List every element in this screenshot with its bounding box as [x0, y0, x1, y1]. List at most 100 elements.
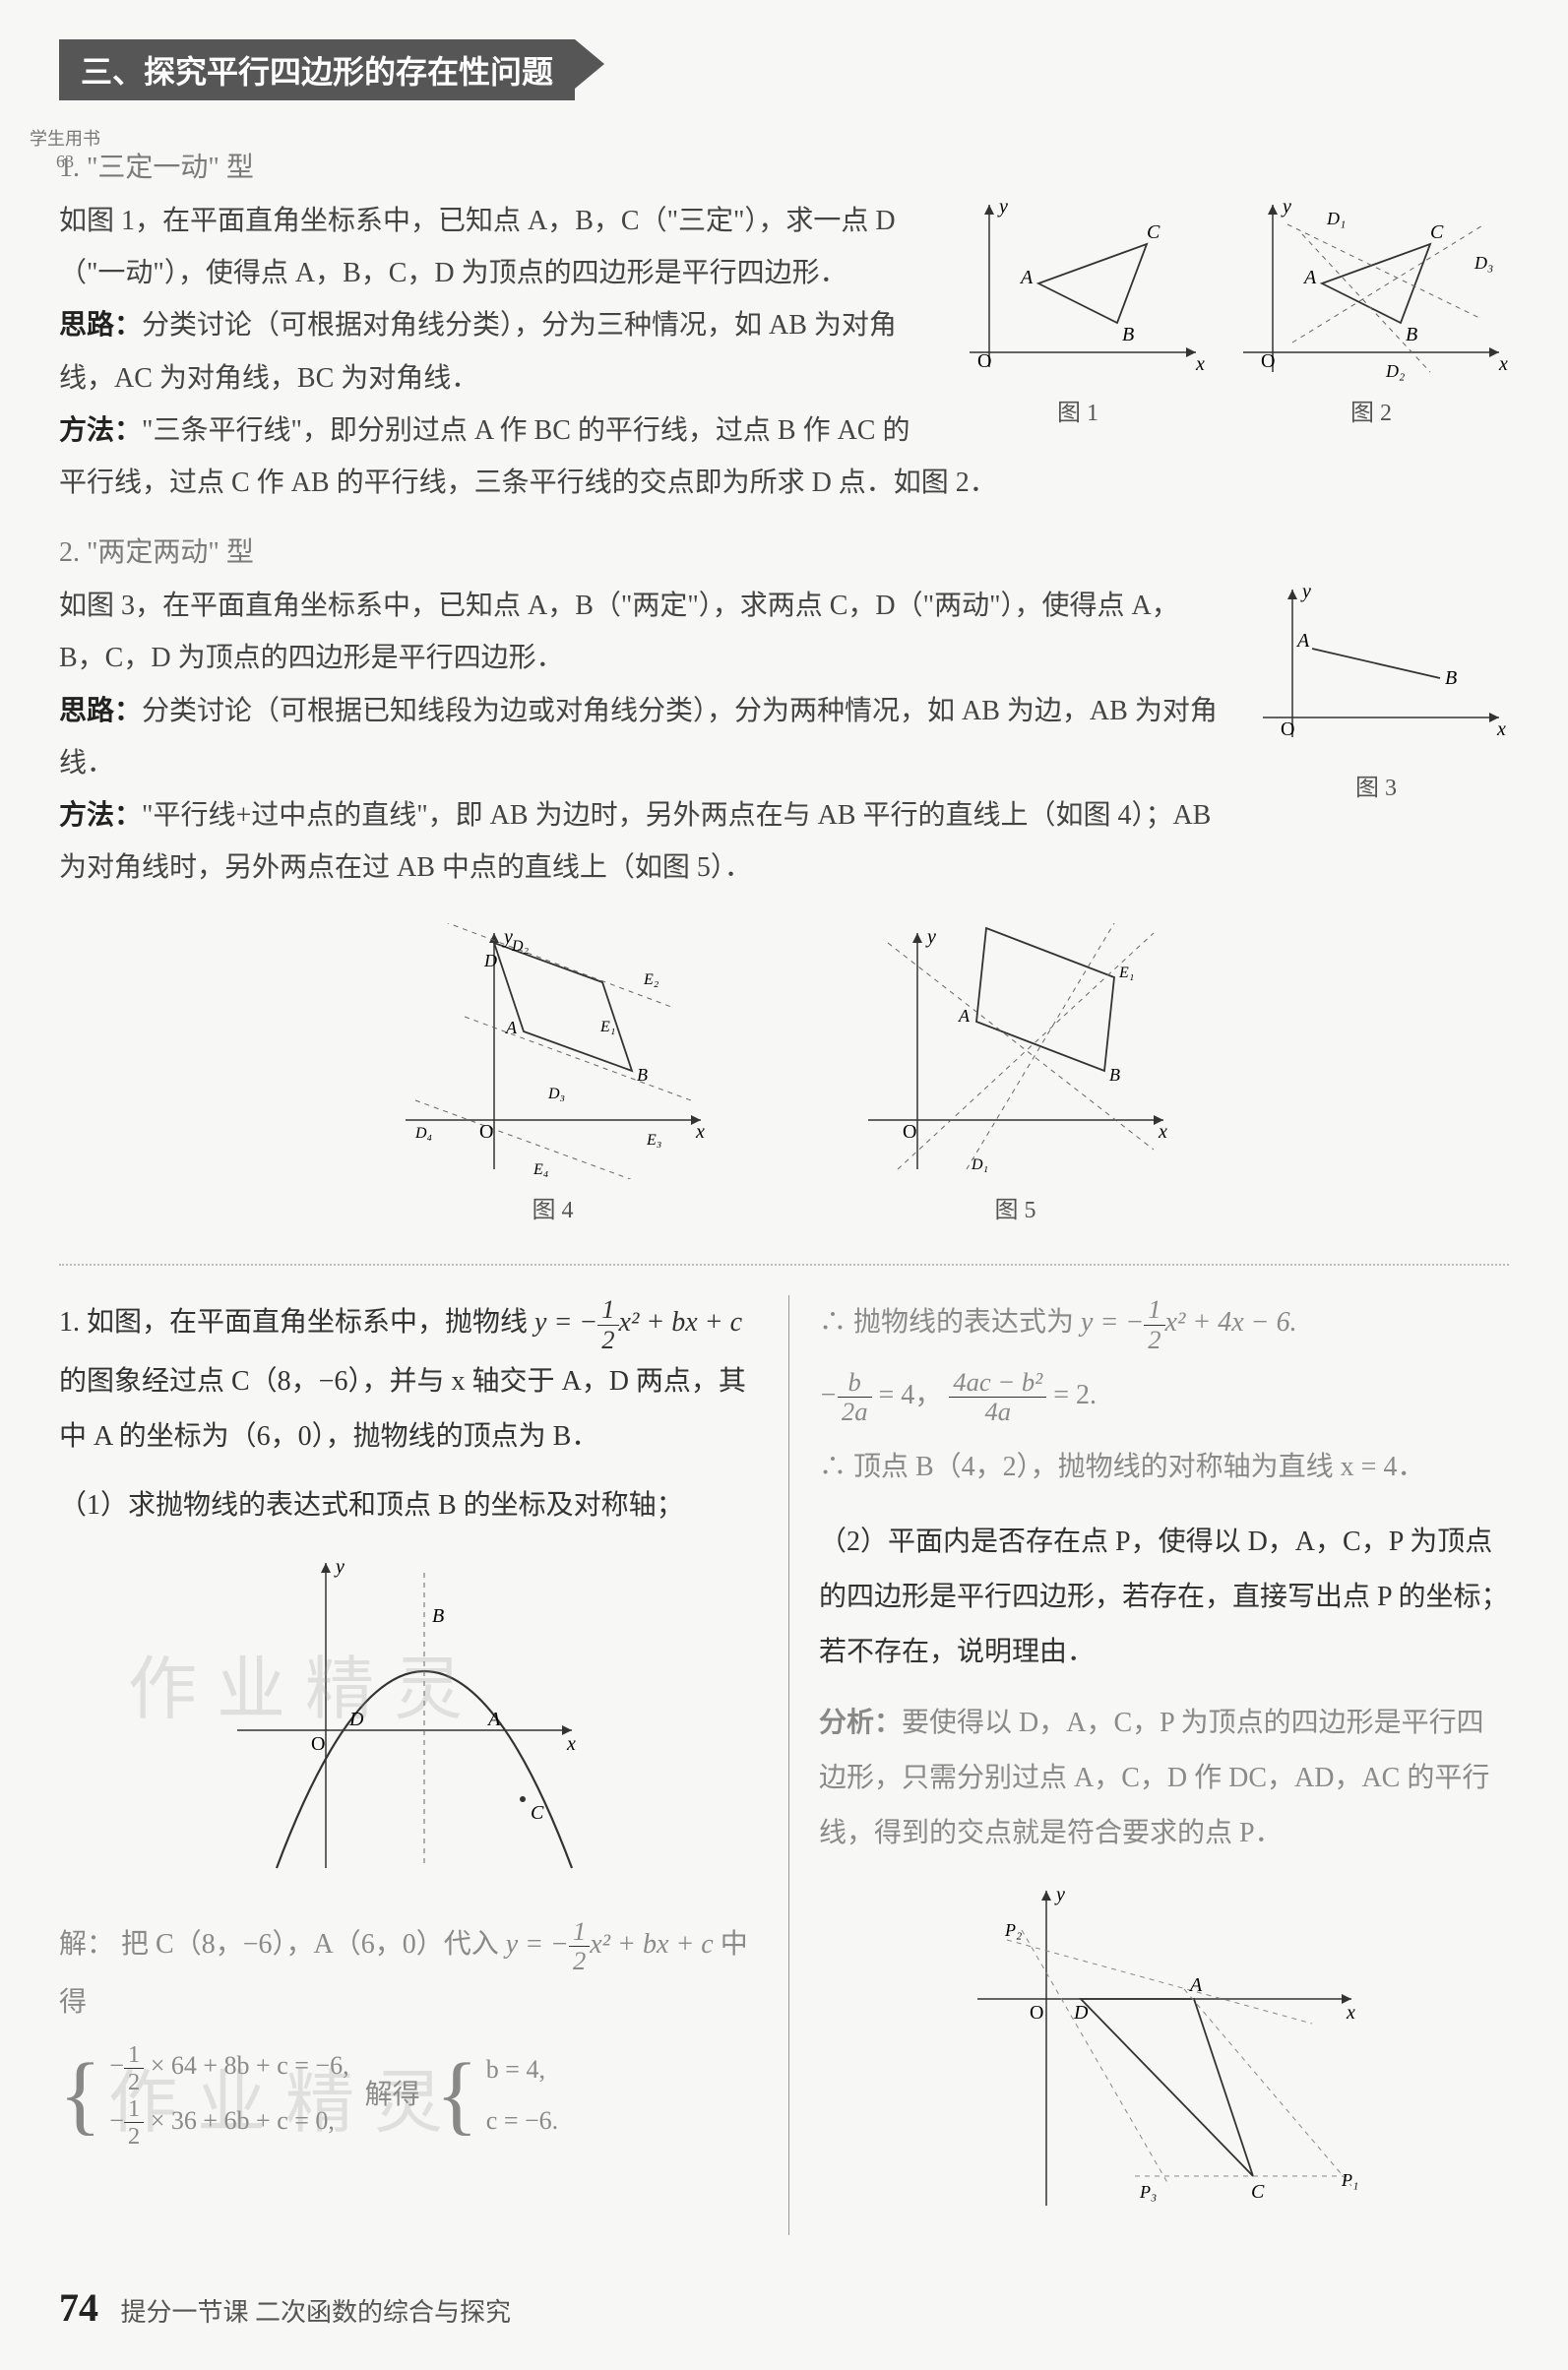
label-D2t: D₂: [511, 938, 530, 955]
margin-note: 学生用书 63: [30, 128, 100, 174]
label-O3: O: [1281, 718, 1294, 740]
label-E2: E₂: [643, 971, 659, 988]
footer-text: 提分一节课 二次函数的综合与探究: [121, 2298, 512, 2327]
label-D3: D₃: [1474, 253, 1493, 273]
vertex-y-formula: 4ac − b²4a: [949, 1380, 1046, 1410]
margin-note-line2: 63: [30, 151, 100, 173]
problem1-q2: （2）平面内是否存在点 P，使得以 D，A，C，P 为顶点的四边形是平行四边形，…: [819, 1515, 1509, 1680]
silu-label-2: 思路：: [59, 696, 142, 726]
margin-note-line1: 学生用书: [30, 128, 100, 151]
label-C: C: [1147, 221, 1160, 243]
right-line3: ∴ 顶点 B（4，2），抛物线的对称轴为直线 x = 4．: [819, 1440, 1509, 1495]
label-x5: x: [1158, 1121, 1167, 1143]
formula-y-eq: y = −12x² + bx + c: [534, 1307, 742, 1338]
label-O: O: [977, 350, 991, 372]
subsection-2: 2. "两定两动" 型 O x y A B 图 3 如图 3，在平面直角坐标系中…: [59, 530, 1509, 1224]
fig5-caption: 图 5: [858, 1190, 1173, 1224]
problem1-stem: 1. 如图，在平面直角坐标系中，抛物线 y = −12x² + bx + c 的…: [59, 1295, 749, 1465]
label-D1b: D₁: [971, 1156, 988, 1173]
label-D1: D₁: [1326, 209, 1346, 228]
label-Dp: D: [348, 1709, 364, 1730]
fangfa-text: "三条平行线"，即分别过点 A 作 BC 的平行线，过点 B 作 AC 的平行线…: [59, 415, 997, 498]
result-formula: y = −12x² + 4x − 6.: [1081, 1307, 1297, 1338]
sub2-fangfa: 方法："平行线+过中点的直线"，即 AB 为边时，另外两点在与 AB 平行的直线…: [59, 789, 1509, 894]
parabola-figure: 作业精灵 O x y B D A C: [59, 1553, 749, 1898]
fangfa-label-2: 方法：: [59, 800, 142, 831]
label-D3t: D₃: [547, 1086, 565, 1102]
label-P2: P₂: [1004, 1920, 1022, 1940]
label-B5: B: [1109, 1065, 1120, 1085]
label-x: x: [1195, 353, 1205, 375]
label-B2: B: [1406, 324, 1417, 345]
brace1-line2: −12 × 36 + 6b + c = 0,: [109, 2095, 348, 2151]
label-O5: O: [903, 1121, 916, 1143]
label-A5: A: [958, 1006, 971, 1026]
label-E1b: E₁: [1118, 965, 1134, 981]
silu-text-2: 分类讨论（可根据已知线段为边或对角线分类），分为两种情况，如 AB 为边，AB …: [59, 696, 1218, 779]
label-D2: D₂: [1385, 361, 1405, 381]
silu-text: 分类讨论（可根据对角线分类），分为三种情况，如 AB 为对角线，AC 为对角线，…: [59, 310, 897, 393]
label-O4: O: [479, 1121, 493, 1143]
brace2-line1: b = 4,: [486, 2044, 558, 2095]
label-D4t: D: [483, 951, 497, 970]
figure-3: O x y A B 图 3: [1243, 580, 1509, 802]
brace2-line2: c = −6.: [486, 2095, 558, 2147]
sol-line1-prefix: 把 C（8，−6），A（6，0）代入: [121, 1929, 506, 1960]
label-Ap: A: [486, 1709, 501, 1730]
label-xp: x: [566, 1733, 576, 1755]
label-B: B: [1122, 324, 1134, 345]
stem-mid: 的图象经过点 C（8，−6），并与 x 轴交于 A，D 两点，其中 A 的坐标为…: [59, 1366, 746, 1452]
label-C2: C: [1430, 221, 1444, 243]
left-column: 1. 如图，在平面直角坐标系中，抛物线 y = −12x² + bx + c 的…: [59, 1295, 749, 2235]
figure-1: O x y A B C 图 1: [950, 195, 1206, 427]
label-yp2: y: [1054, 1884, 1065, 1905]
sol-label: 解：: [59, 1929, 114, 1960]
dotted-separator: [59, 1264, 1509, 1266]
solution-block: 作业精灵 解： 把 C（8，−6），A（6，0）代入 y = −12x² + b…: [59, 1917, 749, 2151]
label-Ap2: A: [1188, 1974, 1203, 1996]
label-Cp2: C: [1251, 2181, 1265, 2203]
sub2-heading: 2. "两定两动" 型: [59, 530, 1509, 570]
label-y2: y: [1281, 196, 1291, 218]
sub1-heading: 1. "三定一动" 型: [59, 146, 1509, 185]
subsection-1: 1. "三定一动" 型 O x y A B C 图 1: [59, 146, 1509, 509]
label-E3: E₃: [646, 1132, 661, 1149]
label-Op2: O: [1030, 2002, 1043, 2024]
label-O2: O: [1261, 350, 1275, 372]
section-header: 三、探究平行四边形的存在性问题: [59, 39, 575, 100]
label-A4: A: [505, 1018, 518, 1037]
label-x2: x: [1498, 353, 1508, 375]
label-y: y: [997, 196, 1008, 218]
label-x3: x: [1496, 718, 1506, 740]
left-brace-icon-2: {: [436, 2060, 478, 2131]
brace-system: { −12 × 64 + 8b + c = −6, −12 × 36 + 6b …: [59, 2040, 749, 2150]
label-y3: y: [1300, 581, 1311, 602]
fig4-fig5-row: O x y A B D D₂ E₂ E₁ D₃ E₃ D₄ E₄ 图 4: [59, 923, 1509, 1224]
label-P3: P₃: [1139, 2182, 1157, 2202]
stem-prefix: 1. 如图，在平面直角坐标系中，抛物线: [59, 1307, 534, 1338]
problem1-q1: （1）求抛物线的表达式和顶点 B 的坐标及对称轴；: [59, 1478, 749, 1533]
right-line2: −b2a = 4， 4ac − b²4a = 2.: [819, 1368, 1509, 1427]
label-x4: x: [695, 1121, 705, 1143]
brace1-line1: −12 × 64 + 8b + c = −6,: [109, 2040, 348, 2095]
figure-5: O x y A B E₁ D₁ 图 5: [858, 923, 1173, 1224]
problem-1: 1. 如图，在平面直角坐标系中，抛物线 y = −12x² + bx + c 的…: [59, 1295, 1509, 2235]
label-B3: B: [1445, 667, 1457, 689]
label-Dp2: D: [1073, 2002, 1089, 2024]
label-D4b: D₄: [414, 1125, 432, 1142]
brace-result-label: 解得: [365, 2068, 420, 2123]
label-Bp: B: [432, 1605, 444, 1627]
vertex-x-formula: −b2a: [819, 1380, 872, 1410]
label-y5: y: [925, 926, 936, 948]
label-yp: y: [334, 1556, 345, 1578]
fangfa-label: 方法：: [59, 415, 142, 446]
label-xp2: x: [1346, 2002, 1355, 2024]
fig3-caption: 图 3: [1243, 768, 1509, 802]
fig4-caption: 图 4: [396, 1190, 711, 1224]
analysis-text: 要使得以 D，A，C，P 为顶点的四边形是平行四边形，只需分别过点 A，C，D …: [819, 1708, 1489, 1848]
label-A: A: [1019, 267, 1034, 288]
page-footer: 74 提分一节课 二次函数的综合与探究: [59, 2284, 1509, 2331]
label-P1: P₁: [1341, 2170, 1358, 2190]
analysis: 分析：要使得以 D，A，C，P 为顶点的四边形是平行四边形，只需分别过点 A，C…: [819, 1696, 1509, 1861]
label-E4: E₄: [533, 1161, 548, 1178]
